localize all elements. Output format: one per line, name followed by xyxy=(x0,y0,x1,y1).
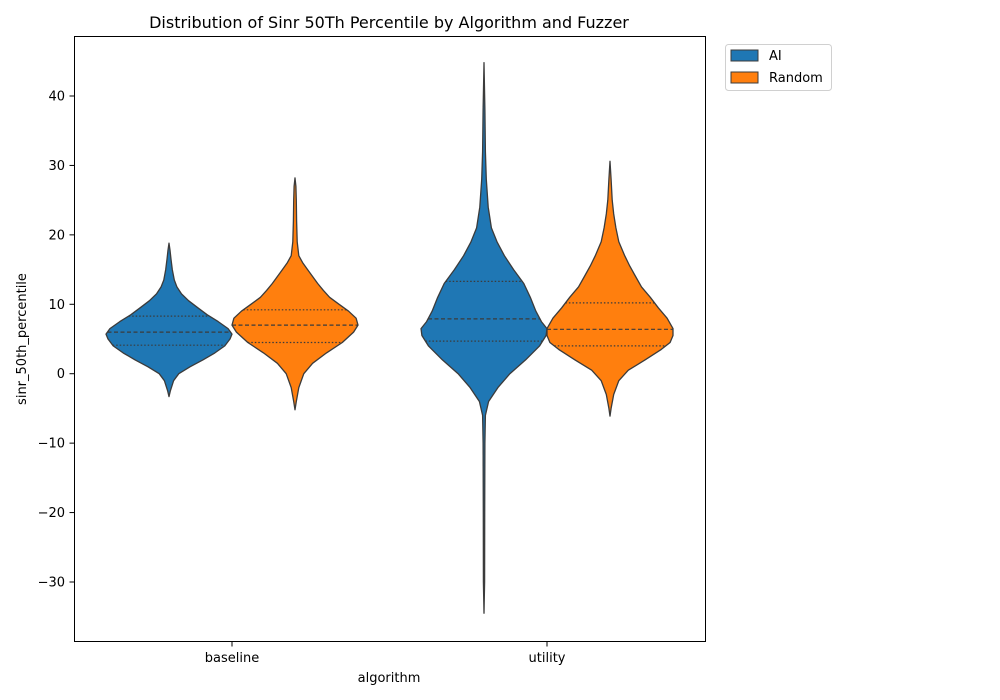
y-tick-label: 30 xyxy=(48,159,65,174)
legend-swatch-ai xyxy=(730,49,759,62)
plot-frame xyxy=(74,36,706,642)
legend-swatch-random xyxy=(730,71,759,84)
y-tick-label: −20 xyxy=(38,506,65,521)
violin-ai-baseline xyxy=(105,242,233,398)
violin-random-baseline xyxy=(231,177,359,411)
plot-area xyxy=(105,62,674,614)
y-axis: −30 −20 −10 0 10 20 30 40 xyxy=(38,90,75,590)
y-tick-label: −30 xyxy=(38,575,65,590)
y-tick-label: 10 xyxy=(48,298,65,313)
y-tick-label: 40 xyxy=(48,90,65,105)
legend: AI Random xyxy=(725,44,832,91)
y-axis-label: sinr_50th_percentile xyxy=(15,273,30,405)
legend-label-ai: AI xyxy=(769,49,782,64)
legend-label-random: Random xyxy=(769,71,823,86)
x-axis-label: algorithm xyxy=(358,671,421,686)
y-tick-label: 0 xyxy=(57,367,65,382)
y-tick-label: 20 xyxy=(48,228,65,243)
chart-title: Distribution of Sinr 50Th Percentile by … xyxy=(149,13,629,32)
x-tick-label: baseline xyxy=(205,651,259,666)
x-tick-label: utility xyxy=(529,651,566,666)
y-tick-label: −10 xyxy=(38,437,65,452)
x-axis: baseline utility xyxy=(205,641,566,666)
violin-random-utility xyxy=(546,160,674,417)
violin-ai-utility xyxy=(420,62,548,614)
